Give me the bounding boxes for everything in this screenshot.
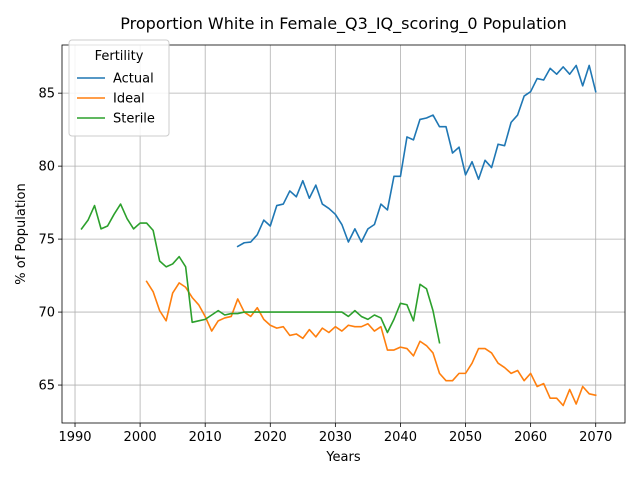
legend-label-actual: Actual xyxy=(113,72,154,87)
x-tick-label: 2060 xyxy=(514,430,547,445)
x-axis-title: Years xyxy=(325,450,361,465)
y-axis: 65 70 75 80 85 xyxy=(38,87,62,394)
legend-title: Fertility xyxy=(95,49,144,64)
x-axis: 1990 2000 2010 2020 2030 2040 2050 2060 2070 xyxy=(58,423,612,445)
y-tick-label: 85 xyxy=(38,87,55,102)
x-tick-label: 2000 xyxy=(124,430,157,445)
y-tick-label: 75 xyxy=(38,233,55,248)
x-tick-label: 2010 xyxy=(189,430,222,445)
legend-label-sterile: Sterile xyxy=(113,112,155,127)
y-tick-label: 80 xyxy=(38,160,55,175)
legend: Fertility Actual Ideal Sterile xyxy=(68,39,170,137)
grid xyxy=(62,45,625,423)
x-tick-label: 1990 xyxy=(58,430,91,445)
legend-label-ideal: Ideal xyxy=(113,92,145,107)
y-tick-label: 65 xyxy=(38,379,55,394)
x-tick-label: 2070 xyxy=(579,430,612,445)
series-line-actual xyxy=(236,64,597,248)
plot-frame xyxy=(61,44,626,424)
series-line-ideal xyxy=(145,280,597,407)
y-tick-label: 70 xyxy=(38,306,55,321)
x-tick-label: 2030 xyxy=(319,430,352,445)
legend-box xyxy=(68,39,170,137)
series-lines xyxy=(80,64,597,407)
series-line-sterile xyxy=(80,203,441,344)
y-axis-title: % of Population xyxy=(14,183,29,284)
x-tick-label: 2040 xyxy=(384,430,417,445)
chart-title: Proportion White in Female_Q3_IQ_scoring… xyxy=(120,14,566,34)
x-tick-label: 2050 xyxy=(449,430,482,445)
x-tick-label: 2020 xyxy=(254,430,287,445)
